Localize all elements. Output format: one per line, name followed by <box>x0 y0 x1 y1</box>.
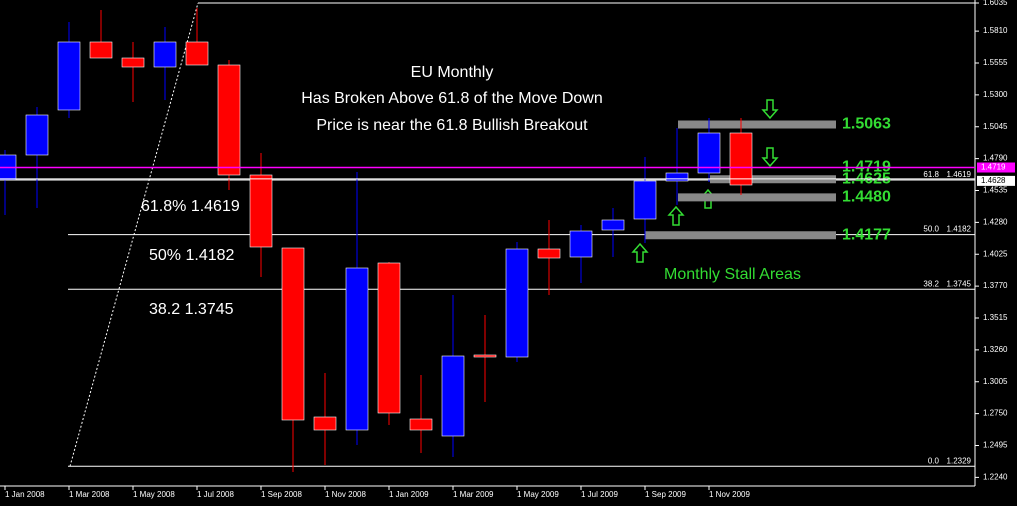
y-tick-label: 1.5810 <box>983 26 1008 35</box>
x-tick-label: 1 Sep 2008 <box>261 490 302 499</box>
annotation: EU Monthly <box>411 64 494 81</box>
candle-body <box>153 41 177 68</box>
fib-value: 1.4619 <box>947 170 972 179</box>
y-tick-label: 1.4025 <box>983 249 1008 258</box>
fib-value: 1.3745 <box>947 279 972 288</box>
x-tick-label: 1 Mar 2009 <box>453 490 494 499</box>
bid-price-box <box>977 175 1015 186</box>
annotation: 50% 1.4182 <box>149 247 235 264</box>
candle-body <box>377 262 401 414</box>
candle-body <box>57 41 81 111</box>
bid-price-label: 1.4628 <box>981 176 1006 185</box>
y-tick-label: 1.2750 <box>983 409 1008 418</box>
x-tick-label: 1 May 2008 <box>133 490 175 499</box>
y-tick-label: 1.4790 <box>983 154 1008 163</box>
x-tick-label: 1 Nov 2008 <box>325 490 366 499</box>
fib-label: 61.8 <box>923 170 939 179</box>
candle-body <box>217 64 241 176</box>
x-tick-label: 1 Sep 2009 <box>645 490 686 499</box>
candle-body <box>313 416 337 431</box>
y-tick-label: 1.5555 <box>983 58 1008 67</box>
candle-body <box>665 172 689 182</box>
x-tick-label: 1 Jan 2009 <box>389 490 429 499</box>
candle-body <box>281 247 305 421</box>
candle-body <box>441 355 465 437</box>
x-tick-label: 1 Jul 2008 <box>197 490 234 499</box>
fib-diagonal <box>69 2 199 467</box>
candle-body <box>473 354 497 358</box>
fib-label: 0.0 <box>928 456 940 465</box>
arrow <box>631 242 649 263</box>
stall-bar <box>645 231 836 240</box>
current-price-label: 1.4719 <box>981 163 1006 172</box>
candle-body <box>121 57 145 68</box>
arrow <box>761 99 779 120</box>
candle-body <box>729 132 753 186</box>
y-tick-label: 1.5045 <box>983 122 1008 131</box>
stall-bar <box>678 193 836 202</box>
annotation: Has Broken Above 61.8 of the Move Down <box>301 90 603 107</box>
candle-body <box>505 248 529 358</box>
x-tick-label: 1 Jul 2009 <box>581 490 618 499</box>
fib-label: 38.2 <box>923 279 939 288</box>
y-tick-label: 1.2495 <box>983 441 1008 450</box>
y-tick-label: 1.5300 <box>983 90 1008 99</box>
candle-body <box>345 267 369 431</box>
stall-value: 1.4177 <box>842 226 891 243</box>
fib-value: 1.4182 <box>947 225 972 234</box>
fib-label: 100.0 <box>919 0 940 2</box>
candle-body <box>633 180 657 220</box>
x-tick-label: 1 Jan 2008 <box>5 490 45 499</box>
candle-body <box>185 41 209 66</box>
arrow <box>761 147 779 168</box>
candle-body <box>569 230 593 258</box>
fib-value: 1.2329 <box>947 456 972 465</box>
annotation: 61.8% 1.4619 <box>141 198 240 215</box>
annotation: 38.2 1.3745 <box>149 301 234 318</box>
y-tick-label: 1.3260 <box>983 345 1008 354</box>
current-price-box <box>977 162 1015 173</box>
stall-bar <box>678 120 836 129</box>
y-tick-label: 1.4535 <box>983 186 1008 195</box>
candle-body <box>249 174 273 248</box>
candle-body <box>89 41 113 59</box>
candle-body <box>25 114 49 156</box>
annotation: Monthly Stall Areas <box>664 266 801 283</box>
candle-body <box>601 219 625 231</box>
y-tick-label: 1.3005 <box>983 377 1008 386</box>
y-tick-label: 1.2240 <box>983 472 1008 481</box>
candle-body <box>537 248 561 259</box>
fib-value: 1.6035 <box>947 0 972 2</box>
y-tick-label: 1.6035 <box>983 0 1008 7</box>
candle-body <box>697 132 721 174</box>
fib-label: 50.0 <box>923 225 939 234</box>
stall-value: 1.4480 <box>842 189 891 206</box>
x-tick-label: 1 May 2009 <box>517 490 559 499</box>
candle-body <box>409 418 433 431</box>
arrow <box>667 205 685 226</box>
x-tick-label: 1 Nov 2009 <box>709 490 750 499</box>
y-tick-label: 1.4280 <box>983 217 1008 226</box>
y-tick-label: 1.3515 <box>983 313 1008 322</box>
y-tick-label: 1.3770 <box>983 281 1008 290</box>
x-tick-label: 1 Mar 2008 <box>69 490 110 499</box>
stall-value: 1.5063 <box>842 116 891 133</box>
annotation: Price is near the 61.8 Bullish Breakout <box>316 117 588 134</box>
